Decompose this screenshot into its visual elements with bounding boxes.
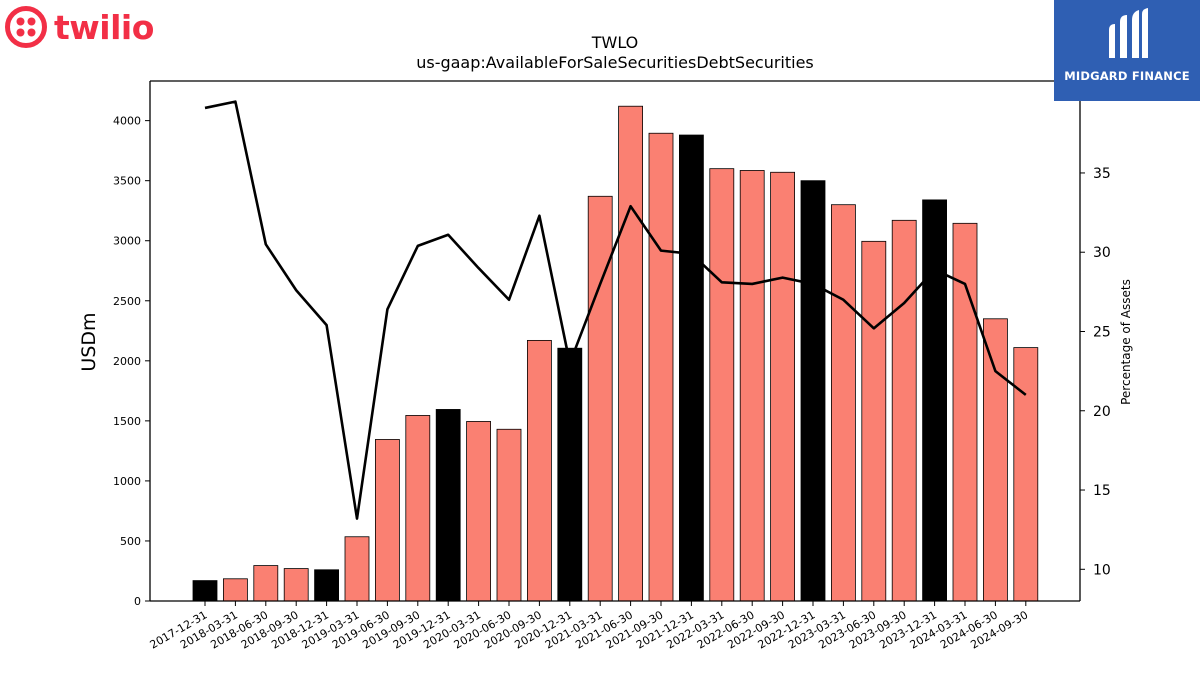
y2-tick-label: 25 [1093, 324, 1111, 340]
bar [831, 204, 856, 602]
bar [770, 171, 795, 602]
bar [983, 318, 1008, 602]
y2-tick-label: 30 [1093, 245, 1111, 261]
y2-tick-label: 15 [1093, 483, 1111, 499]
bar [618, 105, 643, 602]
twilio-circle-icon [5, 6, 47, 48]
bar [192, 580, 218, 602]
bar [709, 168, 735, 602]
bar [587, 195, 613, 602]
y-tick-label: 2000 [113, 355, 141, 368]
y-tick-label: 1000 [113, 475, 141, 488]
twilio-logo: twilio [4, 4, 154, 50]
bar [922, 199, 947, 602]
bar [314, 569, 340, 602]
bar [557, 347, 583, 602]
bar [344, 536, 370, 602]
y2-tick-label: 20 [1093, 404, 1111, 420]
y-tick-label: 4000 [113, 115, 141, 128]
bar [466, 421, 492, 602]
y-tick-label: 1500 [113, 415, 141, 428]
y-tick-label: 3000 [113, 235, 141, 248]
y2-tick-label: 10 [1093, 562, 1111, 578]
bar [891, 219, 917, 602]
percent-of-assets-line [204, 100, 1027, 520]
bar [679, 134, 704, 602]
chart-subtitle: us-gaap:AvailableForSaleSecuritiesDebtSe… [416, 53, 814, 72]
y2-axis-label: Percentage of Assets [1119, 279, 1133, 405]
midgard-finance-logo: MIDGARD FINANCE [1054, 0, 1200, 101]
midgard-wordmark: MIDGARD FINANCE [1064, 69, 1190, 83]
bar [527, 339, 552, 602]
bar [739, 170, 765, 602]
bar [800, 180, 826, 602]
midgard-emblem-icon [1109, 8, 1148, 58]
y-tick-label: 500 [120, 535, 141, 548]
bar [283, 568, 309, 602]
bar [435, 409, 461, 602]
bar [405, 415, 431, 602]
twilio-wordmark: twilio [54, 7, 154, 47]
y-tick-label: 2500 [113, 295, 141, 308]
y2-tick-label: 35 [1093, 166, 1111, 182]
bar [648, 132, 674, 602]
y-tick-label: 3500 [113, 175, 141, 188]
bar [253, 565, 279, 602]
bar [1013, 347, 1039, 602]
bar [496, 428, 522, 602]
bar [861, 240, 887, 602]
bar [374, 439, 400, 602]
y-axis-label: USDm [78, 312, 100, 371]
y-tick-label: 0 [134, 595, 141, 608]
chart-title: TWLO [591, 33, 639, 52]
bar [222, 578, 248, 602]
